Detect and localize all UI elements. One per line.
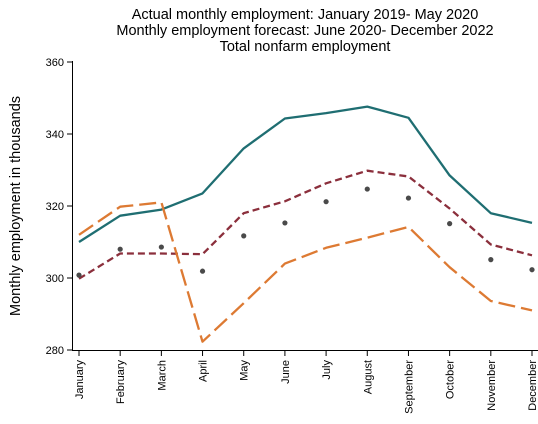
data-point [158,244,164,250]
x-tick-label: November [486,360,498,411]
data-point [323,199,329,205]
x-tick-label: March [156,360,168,391]
y-tick-label: 340 [46,129,64,141]
y-axis-label: Monthly employment in thousands [8,96,24,316]
y-tick-label: 300 [46,273,64,285]
x-ticks: January February March April May June July Augu… [74,351,538,414]
x-tick-label: October [445,360,457,399]
data-point [364,186,370,192]
series-dots [76,186,535,278]
x-tick-label: January [74,360,86,400]
series-group [76,105,535,343]
y-tick-label: 320 [46,201,64,213]
x-tick-label: June [280,360,292,384]
title-line-3: Total nonfarm employment [220,39,391,55]
series-line-short-dash [78,169,533,280]
data-point [117,246,123,252]
series-line-solid [78,105,533,243]
axes [72,61,538,351]
data-point [447,221,453,227]
title-line-1: Actual monthly employment: January 2019-… [132,7,479,23]
data-point [405,195,412,201]
x-tick-label: April [198,360,210,382]
x-tick-label: September [403,360,415,414]
data-point [241,233,247,239]
chart-title: Actual monthly employment: January 2019-… [116,7,493,55]
y-tick-label: 360 [46,57,64,69]
series-line-long-dash [78,201,533,343]
y-tick-label: 280 [46,345,64,357]
data-point [282,220,288,226]
data-point [488,257,494,263]
data-point [199,268,206,274]
title-line-2: Monthly employment forecast: June 2020- … [116,23,493,39]
x-tick-label: December [527,360,538,411]
y-ticks: 280 300 320 340 360 [46,57,72,357]
x-tick-label: May [239,360,251,381]
data-point [76,272,82,278]
x-tick-label: February [115,360,127,405]
x-tick-label: July [321,360,333,380]
data-point [529,267,535,273]
x-tick-label: August [362,360,374,394]
